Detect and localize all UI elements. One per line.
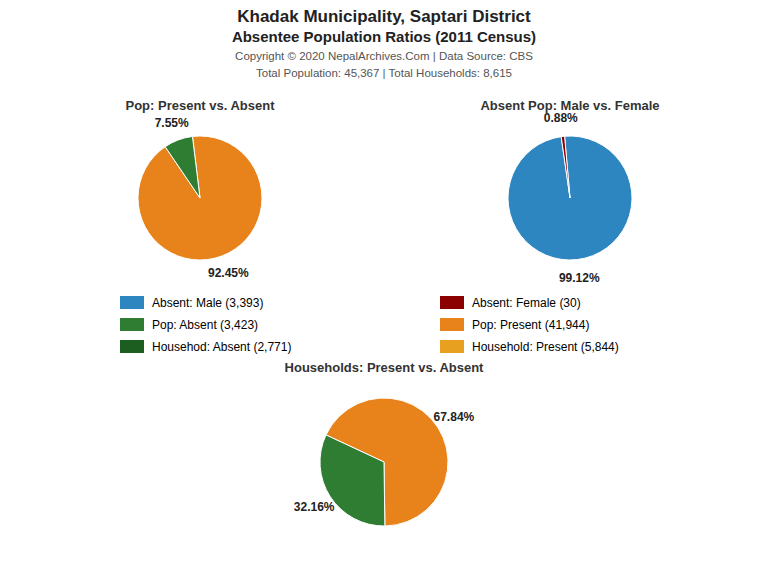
chart-root: Khadak Municipality, Saptari District Abs… [0, 0, 768, 576]
pie-slice [561, 136, 570, 198]
legend-swatch [120, 296, 144, 309]
legend-entry: Absent: Male (3,393) [152, 296, 263, 310]
pie-title: Households: Present vs. Absent [285, 360, 485, 375]
annotation: Total Population: 45,367 | Total Househo… [256, 67, 512, 79]
legend-swatch [440, 318, 464, 331]
legend: Absent: Male (3,393) Absent: Female (30) P… [120, 296, 619, 354]
data-labels: 99.12% 0.88% [544, 111, 600, 285]
legend-swatch [440, 296, 464, 309]
header: Khadak Municipality, Saptari District Abs… [232, 7, 536, 79]
legend-entry: Pop: Present (41,944) [472, 318, 589, 332]
data-label: 0.88% [544, 111, 578, 125]
legend-swatch [120, 318, 144, 331]
pie-slice [165, 136, 200, 198]
legend-entry: Household: Present (5,844) [472, 340, 619, 354]
subtitle: Absentee Population Ratios (2011 Census) [232, 28, 536, 45]
data-labels: 67.84% 32.16% [294, 410, 475, 514]
data-label: 32.16% [294, 500, 335, 514]
pie-slice [138, 136, 262, 260]
legend-swatch [120, 340, 144, 353]
legend-entry: Pop: Absent (3,423) [152, 318, 258, 332]
legend-entry: Househod: Absent (2,771) [152, 340, 291, 354]
data-label: 99.12% [559, 271, 600, 285]
slices [320, 398, 448, 526]
pie-slice [508, 136, 632, 260]
data-labels: 92.45% 7.55% [155, 116, 249, 281]
pie-chart: Households: Present vs. Absent 67.84% 32.1… [285, 360, 485, 526]
legend-entry: Absent: Female (30) [472, 296, 581, 310]
title: Khadak Municipality, Saptari District [237, 7, 531, 26]
pie-chart: Pop: Present vs. Absent 92.45% 7.55% [125, 98, 275, 280]
pie-chart: Absent Pop: Male vs. Female99.12%0.88% [480, 98, 659, 285]
legend-swatch [440, 340, 464, 353]
slices [138, 136, 262, 260]
annotation: Copyright © 2020 NepalArchives.Com | Dat… [235, 50, 533, 62]
data-label: 67.84% [434, 410, 475, 424]
slices [508, 136, 632, 260]
pie-title: Pop: Present vs. Absent [125, 98, 275, 113]
data-label: 92.45% [208, 266, 249, 280]
data-label: 7.55% [155, 116, 189, 130]
